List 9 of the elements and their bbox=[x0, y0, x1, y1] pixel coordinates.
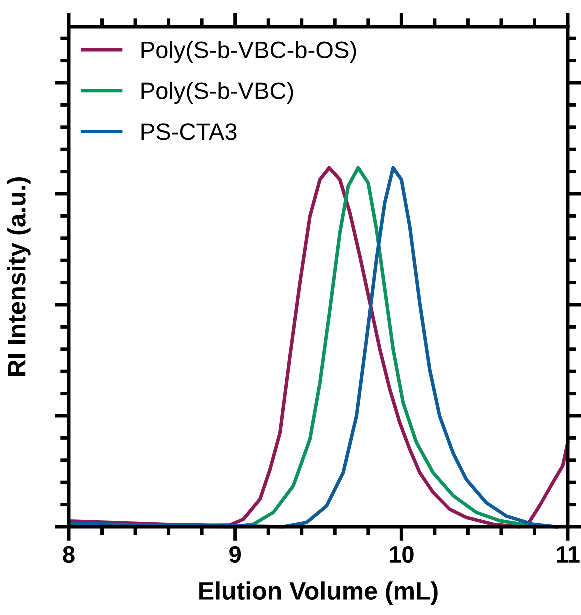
x-tick-label: 8 bbox=[63, 546, 75, 564]
x-tick-label: 10 bbox=[390, 546, 414, 564]
x-tick-label: 9 bbox=[230, 546, 242, 564]
legend-label: Poly(S-b-VBC) bbox=[142, 82, 294, 104]
x-axis-title: Elution Volume (mL) bbox=[200, 582, 438, 605]
legend-label: PS-CTA3 bbox=[142, 124, 237, 140]
y-axis-title: RI Intensity (a.u.) bbox=[8, 178, 31, 376]
x-tick-label: 11 bbox=[557, 546, 580, 563]
legend-label: Poly(S-b-VBC-b-OS) bbox=[142, 41, 356, 64]
